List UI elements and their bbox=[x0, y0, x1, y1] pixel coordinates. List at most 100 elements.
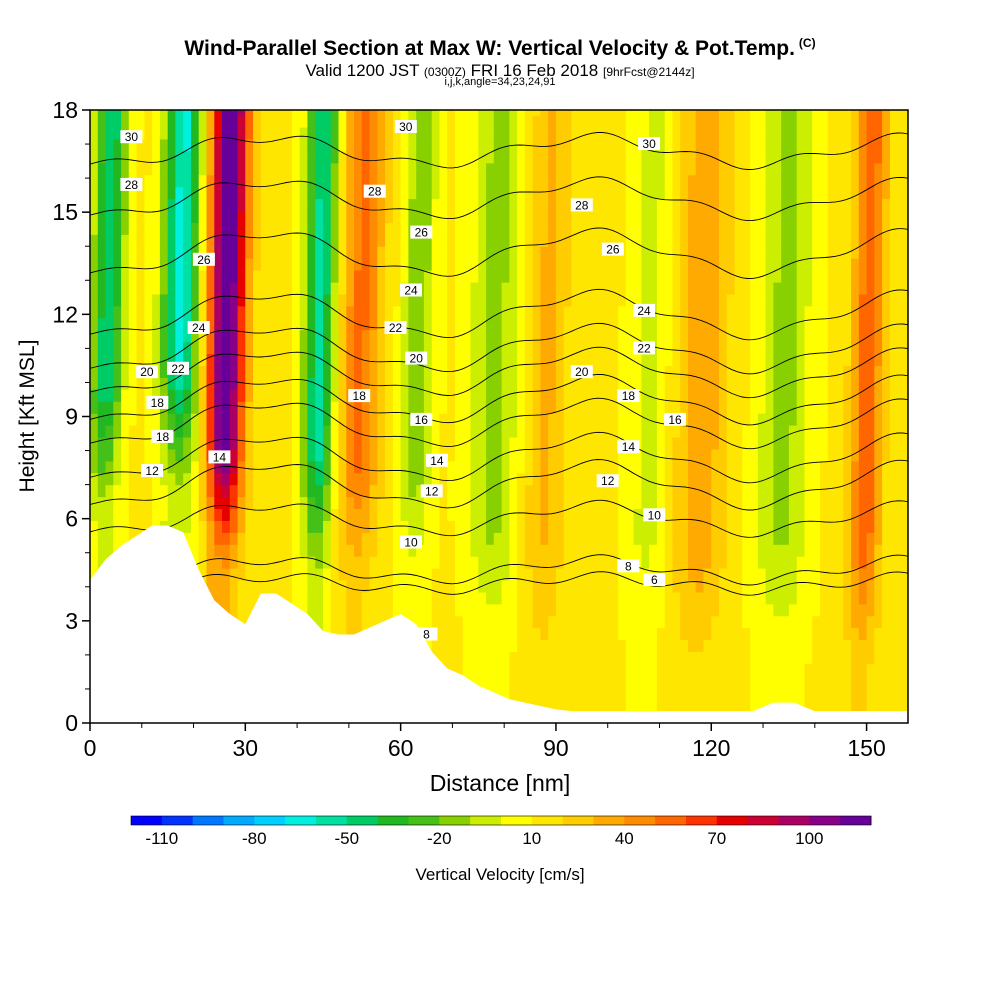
w-cell bbox=[649, 556, 658, 569]
w-cell bbox=[299, 150, 309, 164]
w-cell bbox=[346, 317, 355, 331]
w-cell bbox=[128, 365, 138, 378]
w-cell bbox=[734, 186, 743, 200]
w-cell bbox=[742, 341, 751, 355]
w-cell bbox=[152, 115, 161, 128]
w-cell bbox=[175, 222, 184, 235]
w-cell bbox=[478, 413, 487, 426]
w-cell bbox=[509, 234, 518, 247]
w-cell bbox=[618, 699, 627, 712]
w-cell bbox=[408, 556, 417, 569]
w-cell bbox=[555, 282, 565, 295]
w-cell bbox=[587, 639, 596, 653]
w-cell bbox=[284, 282, 293, 295]
w-cell bbox=[750, 460, 759, 474]
w-cell bbox=[260, 222, 270, 235]
w-cell bbox=[121, 353, 130, 366]
w-cell bbox=[214, 246, 223, 259]
w-cell bbox=[820, 651, 829, 664]
w-cell bbox=[183, 174, 192, 188]
w-cell bbox=[633, 222, 642, 235]
w-cell bbox=[128, 353, 138, 366]
w-cell bbox=[222, 329, 231, 343]
w-cell bbox=[338, 413, 347, 426]
w-cell bbox=[183, 341, 192, 355]
w-cell bbox=[229, 496, 239, 509]
w-cell bbox=[540, 174, 549, 188]
w-cell bbox=[253, 532, 262, 545]
w-cell bbox=[167, 110, 177, 116]
w-cell bbox=[540, 639, 549, 653]
w-cell bbox=[688, 687, 697, 700]
w-cell bbox=[493, 580, 503, 593]
w-cell bbox=[703, 615, 712, 629]
w-cell bbox=[656, 615, 666, 629]
w-cell bbox=[136, 210, 145, 223]
w-cell bbox=[587, 675, 596, 688]
w-cell bbox=[672, 150, 681, 164]
w-cell bbox=[198, 341, 208, 355]
w-cell bbox=[548, 270, 557, 283]
w-cell bbox=[563, 110, 573, 116]
w-cell bbox=[742, 651, 751, 664]
w-cell bbox=[633, 496, 642, 509]
w-cell bbox=[796, 508, 806, 521]
w-cell bbox=[152, 448, 161, 462]
w-cell bbox=[214, 436, 223, 450]
w-cell bbox=[245, 520, 254, 533]
w-cell bbox=[594, 484, 604, 498]
w-cell bbox=[291, 580, 301, 593]
w-cell bbox=[183, 282, 192, 295]
w-cell bbox=[618, 508, 627, 521]
w-cell bbox=[540, 282, 549, 295]
w-cell bbox=[641, 389, 650, 402]
w-cell bbox=[781, 532, 790, 545]
w-cell bbox=[369, 568, 378, 581]
w-cell bbox=[276, 353, 285, 366]
w-cell bbox=[299, 162, 309, 176]
w-cell bbox=[695, 448, 705, 462]
w-cell bbox=[695, 246, 705, 259]
w-cell bbox=[315, 484, 324, 498]
w-cell bbox=[656, 246, 666, 259]
w-cell bbox=[742, 401, 751, 414]
w-cell bbox=[501, 484, 510, 498]
w-cell bbox=[610, 591, 619, 605]
w-cell bbox=[757, 401, 767, 414]
w-cell bbox=[493, 389, 503, 402]
w-cell bbox=[416, 210, 425, 223]
w-cell bbox=[206, 127, 215, 140]
w-cell bbox=[765, 425, 774, 438]
w-cell bbox=[183, 210, 192, 223]
w-cell bbox=[695, 508, 705, 521]
w-cell bbox=[493, 138, 503, 152]
w-cell bbox=[788, 162, 798, 176]
w-cell bbox=[260, 282, 270, 295]
w-cell bbox=[144, 353, 153, 366]
w-cell bbox=[245, 110, 254, 116]
w-cell bbox=[470, 484, 479, 498]
w-cell bbox=[307, 448, 316, 462]
w-cell bbox=[587, 556, 596, 569]
w-cell bbox=[618, 127, 627, 140]
w-cell bbox=[571, 436, 580, 450]
w-cell bbox=[361, 496, 371, 509]
w-cell bbox=[765, 484, 774, 498]
w-cell bbox=[757, 448, 767, 462]
w-cell bbox=[423, 186, 433, 200]
w-cell bbox=[719, 472, 728, 486]
w-cell bbox=[330, 186, 340, 200]
w-cell bbox=[455, 270, 464, 283]
w-cell bbox=[392, 174, 402, 188]
w-cell bbox=[431, 365, 441, 378]
w-cell bbox=[338, 127, 347, 140]
w-cell bbox=[175, 258, 184, 271]
w-cell bbox=[719, 508, 728, 521]
w-cell bbox=[462, 651, 472, 664]
w-cell bbox=[144, 110, 153, 116]
w-cell bbox=[284, 258, 293, 271]
w-cell bbox=[827, 603, 837, 617]
w-cell bbox=[726, 258, 736, 271]
w-cell bbox=[276, 282, 285, 295]
w-cell bbox=[625, 544, 635, 557]
